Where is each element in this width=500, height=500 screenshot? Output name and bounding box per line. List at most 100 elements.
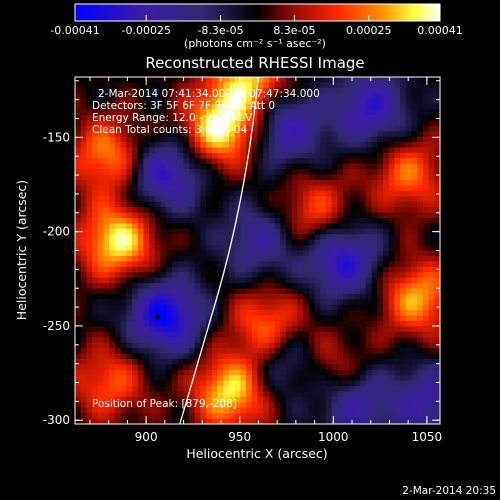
heatmap-cell (428, 299, 435, 306)
heatmap-cell (137, 136, 145, 143)
heatmap-cell (268, 402, 276, 409)
heatmap-cell (211, 131, 219, 138)
heatmap-cell (400, 212, 407, 219)
heatmap-cell (223, 109, 230, 116)
heatmap-cell (325, 228, 333, 235)
heatmap-cell (280, 142, 287, 149)
heatmap-cell (166, 98, 173, 105)
heatmap-cell (303, 266, 310, 273)
heatmap-cell (149, 396, 156, 403)
colorbar-ticks: -0.00041 -0.00025 -8.3e-05 8.3e-05 0.00025 0.… (50, 15, 463, 37)
heatmap-cell (434, 207, 440, 214)
heatmap-cell (274, 342, 281, 349)
heatmap-cell (246, 272, 253, 279)
heatmap-cell (160, 418, 167, 424)
heatmap-cell (183, 402, 190, 409)
heatmap-cell (143, 93, 150, 100)
heatmap-cell (314, 120, 321, 127)
heatmap-cell (86, 348, 93, 355)
heatmap-cell (377, 353, 384, 360)
heatmap-cell (114, 201, 122, 208)
heatmap-cell (200, 418, 207, 424)
heatmap-cell (211, 77, 219, 84)
heatmap-cell (297, 77, 304, 84)
heatmap-cell (394, 212, 401, 219)
heatmap-cell (360, 147, 367, 154)
heatmap-cell (268, 158, 276, 165)
heatmap-cell (417, 288, 424, 295)
heatmap-cell (325, 261, 333, 268)
heatmap-cell (268, 185, 276, 192)
heatmap-cell (280, 299, 287, 306)
heatmap-cell (183, 217, 190, 224)
heatmap-cell (228, 77, 236, 84)
heatmap-cell (126, 304, 133, 311)
heatmap-cell (303, 272, 310, 279)
heatmap-cell (274, 293, 281, 300)
heatmap-cell (171, 212, 179, 219)
heatmap-cell (394, 120, 401, 127)
heatmap-cell (388, 348, 395, 355)
heatmap-cell (400, 310, 407, 317)
heatmap-cell (234, 142, 241, 149)
heatmap-cell (206, 131, 213, 138)
heatmap-cell (354, 223, 361, 230)
heatmap-cell (246, 348, 253, 355)
heatmap-cell (114, 185, 122, 192)
heatmap-cell (411, 93, 418, 100)
heatmap-cell (75, 353, 82, 360)
heatmap-cell (405, 125, 413, 132)
heatmap-cell (217, 320, 224, 327)
heatmap-cell (114, 315, 122, 322)
heatmap-cell (405, 320, 413, 327)
heatmap-cell (286, 142, 293, 149)
heatmap-cell (234, 402, 241, 409)
heatmap-cell (263, 272, 270, 279)
heatmap-cell (246, 369, 253, 376)
heatmap-cell (325, 190, 333, 197)
heatmap-cell (394, 174, 401, 181)
heatmap-cell (286, 131, 293, 138)
heatmap-cell (114, 331, 122, 338)
heatmap-cell (263, 331, 270, 338)
heatmap-cell (177, 245, 184, 252)
heatmap-cell (143, 353, 150, 360)
heatmap-cell (331, 310, 338, 317)
heatmap-cell (126, 98, 133, 105)
heatmap-cell (354, 250, 361, 257)
heatmap-cell (394, 396, 401, 403)
heatmap-cell (371, 131, 378, 138)
heatmap-cell (428, 212, 435, 219)
heatmap-cell (143, 386, 150, 393)
heatmap-cell (143, 98, 150, 105)
heatmap-cell (160, 136, 167, 143)
heatmap-cell (206, 201, 213, 208)
heatmap-cell (234, 266, 241, 273)
heatmap-cell (97, 315, 105, 322)
heatmap-cell (371, 77, 378, 84)
heatmap-cell (263, 277, 270, 284)
heatmap-cell (183, 380, 190, 387)
heatmap-cell (251, 223, 259, 230)
heatmap-cell (354, 82, 361, 89)
heatmap-cell (171, 255, 179, 262)
heatmap-cell (206, 228, 213, 235)
heatmap-cell (177, 163, 184, 170)
heatmap-cell (103, 277, 110, 284)
heatmap-cell (114, 293, 122, 300)
heatmap-cell (120, 131, 127, 138)
heatmap-cell (223, 223, 230, 230)
heatmap-cell (428, 180, 435, 187)
heatmap-cell (228, 310, 236, 317)
heatmap-cell (263, 326, 270, 333)
heatmap-cell (200, 326, 207, 333)
heatmap-cell (377, 407, 384, 414)
heatmap-cell (343, 413, 350, 420)
heatmap-cell (394, 207, 401, 214)
heatmap-cell (382, 299, 390, 306)
heatmap-cell (149, 250, 156, 257)
heatmap-cell (86, 158, 93, 165)
heatmap-cell (320, 109, 327, 116)
heatmap-cell (132, 299, 139, 306)
heatmap-cell (394, 331, 401, 338)
